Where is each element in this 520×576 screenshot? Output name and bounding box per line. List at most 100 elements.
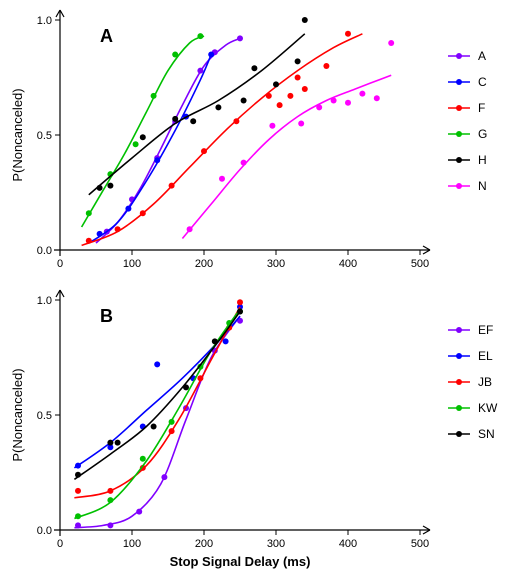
panel-label-B: B bbox=[100, 306, 113, 326]
series-marker-C bbox=[125, 206, 131, 212]
series-marker-N bbox=[219, 176, 225, 182]
legend-marker-EF bbox=[456, 327, 462, 333]
series-marker-N bbox=[316, 104, 322, 110]
y-tick-label: 0.0 bbox=[37, 525, 52, 537]
series-marker-F bbox=[302, 86, 308, 92]
series-marker-H bbox=[302, 17, 308, 23]
series-marker-G bbox=[133, 141, 139, 147]
x-tick-label: 500 bbox=[411, 258, 429, 270]
x-tick-label: 100 bbox=[123, 538, 141, 550]
series-curve-H bbox=[89, 34, 305, 195]
legend-label-JB: JB bbox=[478, 375, 492, 389]
series-marker-G bbox=[172, 52, 178, 58]
series-marker-N bbox=[187, 226, 193, 232]
series-marker-JB bbox=[107, 488, 113, 494]
series-marker-F bbox=[86, 238, 92, 244]
series-marker-G bbox=[86, 210, 92, 216]
series-marker-A bbox=[237, 35, 243, 41]
series-marker-C bbox=[97, 231, 103, 237]
legend-label-N: N bbox=[478, 179, 487, 193]
series-marker-H bbox=[273, 81, 279, 87]
series-marker-C bbox=[208, 52, 214, 58]
legend-marker-A bbox=[456, 53, 462, 59]
legend-label-KW: KW bbox=[478, 401, 498, 415]
series-marker-H bbox=[190, 118, 196, 124]
y-tick-label: 0.0 bbox=[37, 245, 52, 257]
series-marker-SN bbox=[75, 472, 81, 478]
series-curve-JB bbox=[74, 307, 240, 498]
y-tick-label: 1.0 bbox=[37, 295, 52, 307]
legend-marker-G bbox=[456, 131, 462, 137]
x-tick-label: 200 bbox=[195, 538, 213, 550]
series-marker-EL bbox=[223, 338, 229, 344]
series-marker-SN bbox=[212, 338, 218, 344]
series-marker-KW bbox=[107, 497, 113, 503]
series-marker-JB bbox=[197, 375, 203, 381]
series-marker-F bbox=[345, 31, 351, 37]
series-marker-H bbox=[295, 58, 301, 64]
series-marker-EF bbox=[75, 522, 81, 528]
series-marker-JB bbox=[169, 428, 175, 434]
series-marker-F bbox=[277, 102, 283, 108]
series-marker-EF bbox=[136, 509, 142, 515]
series-marker-EF bbox=[161, 474, 167, 480]
series-marker-EF bbox=[107, 522, 113, 528]
y-tick-label: 1.0 bbox=[37, 15, 52, 27]
x-tick-label: 300 bbox=[267, 538, 285, 550]
legend-marker-SN bbox=[456, 431, 462, 437]
legend-label-EF: EF bbox=[478, 323, 493, 337]
series-marker-F bbox=[323, 63, 329, 69]
series-marker-F bbox=[169, 183, 175, 189]
legend-label-A: A bbox=[478, 49, 486, 63]
x-tick-label: 0 bbox=[57, 538, 63, 550]
legend-label-G: G bbox=[478, 127, 487, 141]
series-curve-SN bbox=[74, 312, 240, 480]
legend-marker-KW bbox=[456, 405, 462, 411]
series-curve-C bbox=[89, 55, 211, 244]
series-marker-N bbox=[345, 100, 351, 106]
x-tick-label: 500 bbox=[411, 538, 429, 550]
series-marker-KW bbox=[75, 513, 81, 519]
series-marker-F bbox=[233, 118, 239, 124]
legend-label-C: C bbox=[478, 75, 487, 89]
figure-svg: 01002003004005000.00.51.0P(Noncanceled)A… bbox=[0, 0, 520, 576]
series-marker-EL bbox=[154, 361, 160, 367]
series-marker-H bbox=[172, 116, 178, 122]
y-tick-label: 0.5 bbox=[37, 130, 52, 142]
series-marker-H bbox=[251, 65, 257, 71]
series-marker-SN bbox=[151, 424, 157, 430]
series-marker-H bbox=[241, 98, 247, 104]
series-marker-N bbox=[269, 123, 275, 129]
x-tick-label: 400 bbox=[339, 538, 357, 550]
series-marker-SN bbox=[115, 440, 121, 446]
series-marker-N bbox=[331, 98, 337, 104]
legend-marker-JB bbox=[456, 379, 462, 385]
series-marker-JB bbox=[237, 299, 243, 305]
series-marker-KW bbox=[140, 456, 146, 462]
series-marker-N bbox=[298, 121, 304, 127]
y-tick-label: 0.5 bbox=[37, 410, 52, 422]
legend-marker-H bbox=[456, 157, 462, 163]
legend-marker-N bbox=[456, 183, 462, 189]
series-marker-C bbox=[154, 157, 160, 163]
series-marker-H bbox=[97, 185, 103, 191]
series-marker-KW bbox=[169, 419, 175, 425]
series-marker-SN bbox=[237, 309, 243, 315]
x-tick-label: 0 bbox=[57, 258, 63, 270]
series-marker-SN bbox=[183, 384, 189, 390]
x-tick-label: 100 bbox=[123, 258, 141, 270]
x-axis-title: Stop Signal Delay (ms) bbox=[170, 554, 311, 569]
x-tick-label: 300 bbox=[267, 258, 285, 270]
legend-marker-F bbox=[456, 105, 462, 111]
legend-label-EL: EL bbox=[478, 349, 493, 363]
panel-label-A: A bbox=[100, 26, 113, 46]
series-marker-SN bbox=[107, 440, 113, 446]
series-curve-N bbox=[182, 75, 391, 238]
series-marker-A bbox=[197, 68, 203, 74]
panel-A: 01002003004005000.00.51.0P(Noncanceled)A… bbox=[10, 10, 487, 270]
x-tick-label: 400 bbox=[339, 258, 357, 270]
series-marker-G bbox=[151, 93, 157, 99]
series-marker-JB bbox=[75, 488, 81, 494]
series-marker-H bbox=[107, 183, 113, 189]
legend-label-F: F bbox=[478, 101, 485, 115]
